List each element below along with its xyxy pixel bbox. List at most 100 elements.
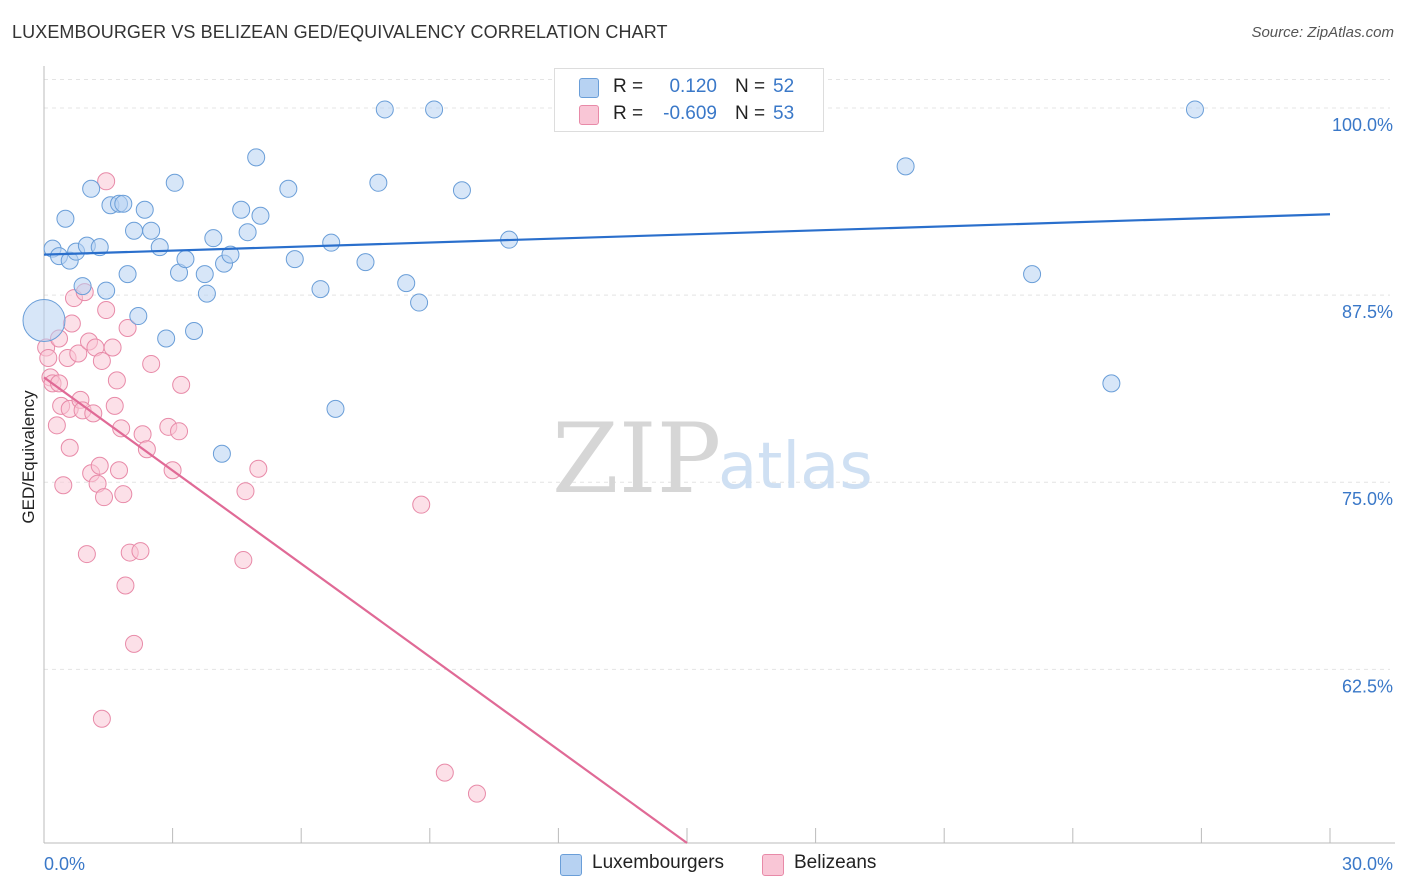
r-label: R = [613,103,644,124]
luxembourger-point [142,221,161,240]
luxembourger-trend-line [43,213,1331,256]
luxembourger-point [410,293,429,312]
watermark-zip: ZIP [552,403,721,515]
r-value: -0.609 [663,103,717,124]
y-tick-label: 62.5% [1342,676,1393,696]
belizean-point [131,542,150,561]
belizean-point [97,172,116,191]
luxembourger-point [204,229,223,248]
belizean-point [170,422,189,441]
luxembourger-point [326,399,345,418]
belizean-point [467,784,486,803]
chart-title: LUXEMBOURGER VS BELIZEAN GED/EQUIVALENCY… [12,22,668,42]
belizean-point [249,459,268,478]
chart-source: Source: ZipAtlas.com [1251,24,1394,41]
luxembourger-point [356,253,375,272]
luxembourger-point [375,100,394,119]
belizean-point [95,488,114,507]
belizean-trend-line [43,376,688,844]
y-axis-label: GED/Equivalency [19,390,38,524]
belizean-point [97,301,116,320]
belizean-point [110,461,129,480]
n-value: 52 [773,76,795,97]
belizean-point [125,634,144,653]
belizean-point [103,338,122,357]
belizean-point [62,314,81,333]
belizean-point [47,416,66,435]
x-tick-label: 30.0% [1342,854,1393,874]
luxembourger-point [322,233,341,252]
luxembourger-point [82,179,101,198]
luxembourger-point [247,148,266,167]
y-tick-label: 75.0% [1342,489,1393,509]
luxembourger-point [285,250,304,269]
belizean-point [39,348,58,367]
belizean-point [137,440,156,459]
luxembourger-point [129,307,148,326]
y-tick-label: 87.5% [1342,302,1393,322]
belizean-point [133,425,152,444]
belizean-point [105,396,124,415]
belizean-point [412,495,431,514]
gridlines [44,78,1390,670]
luxembourger-point [150,238,169,257]
watermark: ZIP atlas [552,403,873,515]
belizean-swatch [579,105,599,125]
n-value: 53 [773,103,795,124]
belizean-point [435,763,454,782]
r-value: 0.120 [669,76,717,97]
belizean-point [172,375,191,394]
axes [43,66,1395,844]
belizean-point [69,344,88,363]
belizean-legend-label: Belizeans [794,852,877,873]
luxembourger-point [425,100,444,119]
trend-lines [43,213,1331,844]
luxembourger-point [185,322,204,341]
luxembourger-point [22,299,66,343]
luxembourger-point [97,281,116,300]
luxembourger-point [114,194,133,213]
luxembourger-point [1102,374,1121,393]
luxembourger-point [135,200,154,219]
luxembourger-point [212,444,231,463]
belizean-point [77,545,96,564]
luxembourger-point [279,179,298,198]
belizean-point [92,709,111,728]
x-tick-label: 0.0% [44,854,85,874]
luxembourger-point [452,181,471,200]
legend-row-luxembourgers: R = 0.120 N = 52 [555,73,823,101]
belizean-point [92,351,111,370]
luxembourger-point [369,173,388,192]
luxembourger-legend-swatch [560,854,582,876]
luxembourger-point [397,274,416,293]
watermark-atlas: atlas [718,430,873,504]
luxembourger-point [73,277,92,296]
belizean-point [116,576,135,595]
belizean-legend-swatch [762,854,784,876]
luxembourger-point [1185,100,1204,119]
luxembourger-point [238,223,257,242]
correlation-legend: R = 0.120 N = 52 R = -0.609 N = 53 [554,68,824,132]
luxembourger-point [157,329,176,348]
legend-row-belizeans: R = -0.609 N = 53 [555,100,823,128]
luxembourger-point [176,250,195,269]
belizean-point [236,482,255,501]
n-label: N = [735,103,766,124]
luxembourger-point [896,157,915,176]
luxembourger-point [197,284,216,303]
y-tick-label: 100.0% [1332,115,1393,135]
luxembourger-point [56,209,75,228]
belizean-point [90,456,109,475]
belizean-point [234,551,253,570]
luxembourger-point [90,238,109,257]
belizean-point [107,371,126,390]
luxembourger-point [1023,265,1042,284]
luxembourger-point [251,206,270,225]
luxembourger-point [195,265,214,284]
luxembourger-point [232,200,251,219]
belizean-points [37,172,486,803]
luxembourger-point [125,221,144,240]
luxembourger-point [221,245,240,264]
belizean-point [142,354,161,373]
